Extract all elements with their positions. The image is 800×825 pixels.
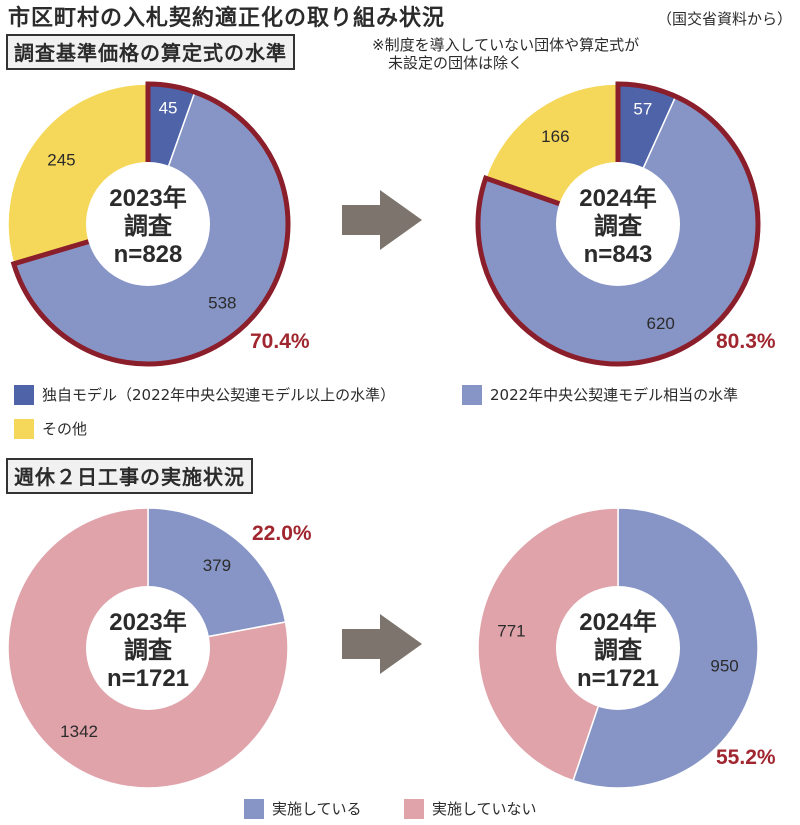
legend-item-standard-model: 2022年中央公契連モデル相当の水準 xyxy=(462,384,738,405)
note-line-2: 未設定の団体は除く xyxy=(388,54,524,72)
legend-swatch xyxy=(404,798,424,819)
legend-label: その他 xyxy=(42,420,88,438)
legend-label: 実施している xyxy=(272,800,362,818)
legend-label: 実施していない xyxy=(432,800,537,818)
donut-hole xyxy=(86,162,210,286)
source-credit: （国交省資料から） xyxy=(656,10,792,28)
center-label-line: 調査 xyxy=(594,636,642,664)
legend-swatch xyxy=(462,384,482,405)
pie-slice xyxy=(477,507,619,782)
legend-swatch xyxy=(14,418,34,439)
exclusion-note: ※制度を導入していない団体や算定式が 未設定の団体は除く xyxy=(372,36,639,72)
legend-item-other: その他 xyxy=(14,418,87,439)
center-label-line: 調査 xyxy=(124,212,172,240)
slice-value-label: 166 xyxy=(541,127,569,146)
pct-annotation-2024-calc: 80.3% xyxy=(716,330,776,353)
slice-value-label: 245 xyxy=(47,150,75,169)
center-label-line: n=1721 xyxy=(577,665,659,692)
section-title-two-day-weekend: 週休２日工事の実施状況 xyxy=(6,458,253,494)
center-label-line: n=843 xyxy=(584,241,653,268)
slice-value-label: 379 xyxy=(203,556,231,575)
highlight-outline xyxy=(475,81,761,367)
center-label-line: 調査 xyxy=(594,212,642,240)
highlight-outline xyxy=(10,81,291,367)
arrow-right-icon xyxy=(342,614,422,674)
pct-annotation-2023-calc: 70.4% xyxy=(250,330,310,353)
legend-label: 2022年中央公契連モデル相当の水準 xyxy=(490,386,739,404)
center-label-line: n=1721 xyxy=(107,665,189,692)
arrow-right-icon xyxy=(342,190,422,250)
center-label-line: 2024年 xyxy=(579,184,656,212)
donut-hole xyxy=(556,162,680,286)
donut-hole xyxy=(86,586,210,710)
legend-item-original-model: 独自モデル（2022年中央公契連モデル以上の水準） xyxy=(14,384,395,405)
page-title: 市区町村の入札契約適正化の取り組み状況 xyxy=(8,6,446,31)
slice-value-label: 771 xyxy=(497,621,525,640)
center-label-line: 2024年 xyxy=(579,608,656,636)
legend-label: 独自モデル（2022年中央公契連モデル以上の水準） xyxy=(42,386,396,404)
slice-value-label: 1342 xyxy=(60,722,98,741)
slice-value-label: 57 xyxy=(633,100,652,119)
section-title-calc-standard: 調査基準価格の算定式の水準 xyxy=(6,34,295,70)
donut-hole xyxy=(556,586,680,710)
center-label-line: n=828 xyxy=(114,241,183,268)
legend-swatch xyxy=(244,798,264,819)
slice-value-label: 620 xyxy=(646,314,674,333)
legend-swatch xyxy=(14,384,34,405)
legend-item-not-implemented: 実施していない xyxy=(404,798,537,819)
center-label-line: 2023年 xyxy=(109,608,186,636)
pct-annotation-2023-weekend: 22.0% xyxy=(252,522,312,545)
slice-value-label: 45 xyxy=(159,99,178,118)
slice-value-label: 950 xyxy=(710,657,738,676)
center-label-line: 調査 xyxy=(124,636,172,664)
note-line-1: ※制度を導入していない団体や算定式が xyxy=(372,36,640,54)
legend-item-implemented: 実施している xyxy=(244,798,362,819)
pct-annotation-2024-weekend: 55.2% xyxy=(716,746,776,769)
slice-value-label: 538 xyxy=(208,293,236,312)
center-label-line: 2023年 xyxy=(109,184,186,212)
